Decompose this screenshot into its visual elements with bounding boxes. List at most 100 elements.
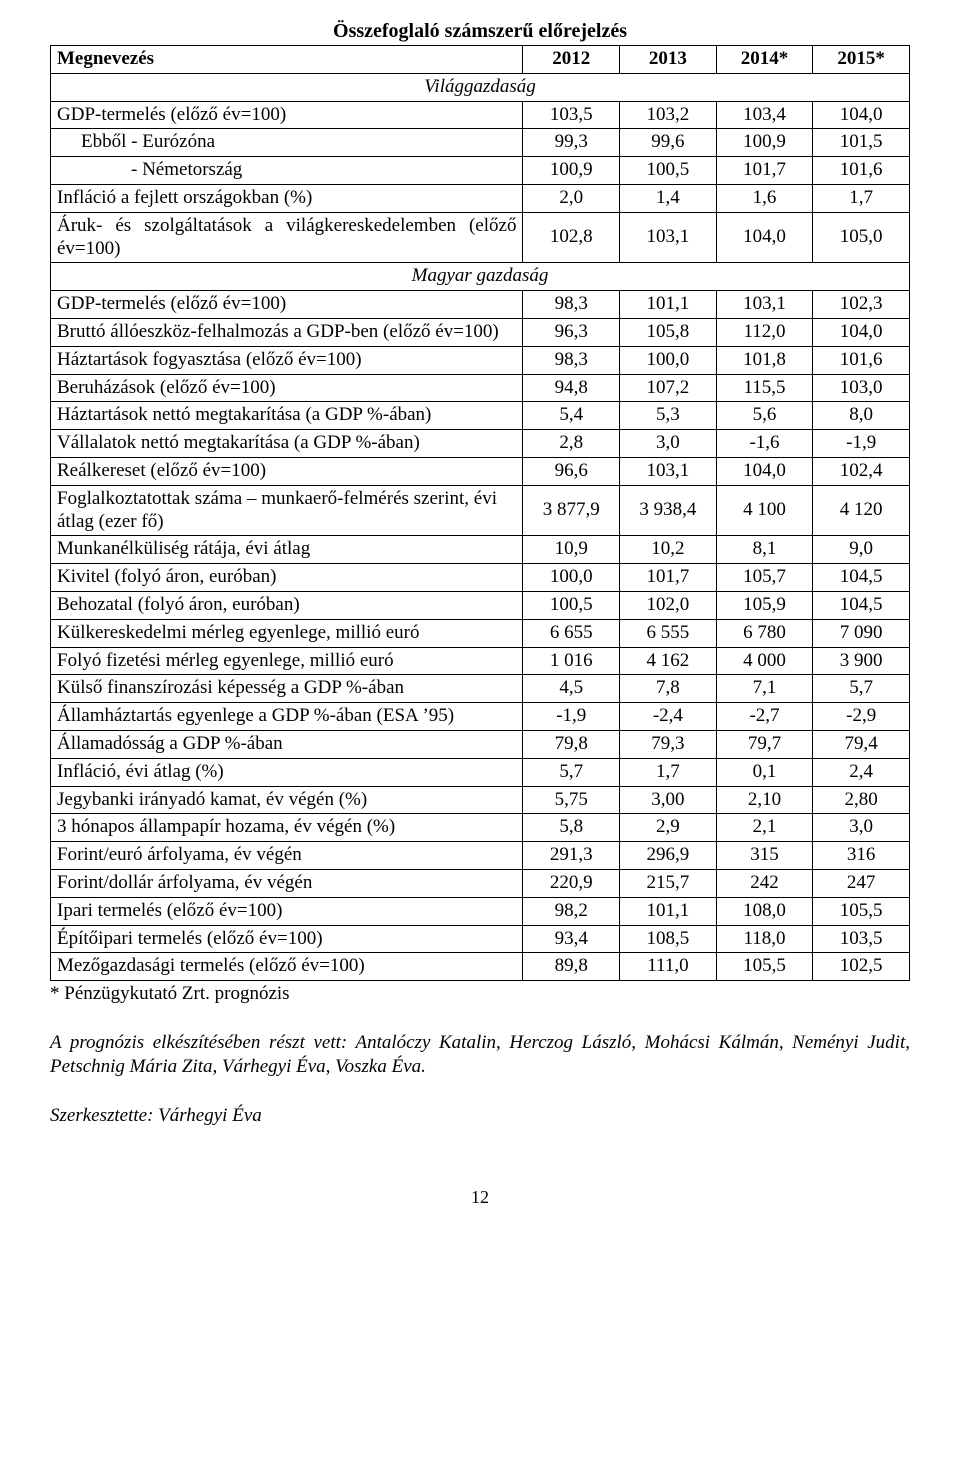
row-value: 93,4 <box>523 925 620 953</box>
table-row: Vállalatok nettó megtakarítása (a GDP %-… <box>51 430 910 458</box>
row-value: 1,7 <box>620 758 717 786</box>
table-row: Államadósság a GDP %-ában79,879,379,779,… <box>51 730 910 758</box>
row-value: -2,7 <box>716 703 813 731</box>
row-label: Behozatal (folyó áron, euróban) <box>51 591 523 619</box>
row-value: 10,9 <box>523 536 620 564</box>
section-label: Világgazdaság <box>51 73 910 101</box>
table-row: Forint/euró árfolyama, év végén291,3296,… <box>51 842 910 870</box>
row-value: 1,4 <box>620 184 717 212</box>
section-row: Magyar gazdaság <box>51 263 910 291</box>
row-value: 5,6 <box>716 402 813 430</box>
row-value: 111,0 <box>620 953 717 981</box>
row-value: 1 016 <box>523 647 620 675</box>
row-value: 5,75 <box>523 786 620 814</box>
row-value: 101,7 <box>620 564 717 592</box>
row-value: -2,4 <box>620 703 717 731</box>
table-row: Építőipari termelés (előző év=100)93,410… <box>51 925 910 953</box>
row-value: 105,0 <box>813 212 910 263</box>
col-2014: 2014* <box>716 46 813 74</box>
row-value: 4 000 <box>716 647 813 675</box>
row-value: 101,8 <box>716 346 813 374</box>
row-value: 102,8 <box>523 212 620 263</box>
row-value: 108,5 <box>620 925 717 953</box>
table-row: Munkanélküliség rátája, évi átlag10,910,… <box>51 536 910 564</box>
col-2015: 2015* <box>813 46 910 74</box>
row-value: -2,9 <box>813 703 910 731</box>
row-value: 220,9 <box>523 869 620 897</box>
row-value: 2,1 <box>716 814 813 842</box>
row-value: 3 877,9 <box>523 485 620 536</box>
forecast-table: Megnevezés 2012 2013 2014* 2015* Világga… <box>50 45 910 981</box>
row-value: 107,2 <box>620 374 717 402</box>
table-row: Kivitel (folyó áron, euróban)100,0101,71… <box>51 564 910 592</box>
contributors-paragraph: A prognózis elkészítésében részt vett: A… <box>50 1031 910 1079</box>
row-value: 79,3 <box>620 730 717 758</box>
row-label: Áruk- és szolgáltatások a világkereskede… <box>51 212 523 263</box>
row-value: 94,8 <box>523 374 620 402</box>
row-label: Jegybanki irányadó kamat, év végén (%) <box>51 786 523 814</box>
row-value: 103,1 <box>620 212 717 263</box>
row-value: 7,8 <box>620 675 717 703</box>
row-value: 103,2 <box>620 101 717 129</box>
row-value: 6 555 <box>620 619 717 647</box>
row-value: 1,7 <box>813 184 910 212</box>
row-value: 9,0 <box>813 536 910 564</box>
table-row: Bruttó állóeszköz-felhalmozás a GDP-ben … <box>51 318 910 346</box>
row-value: 296,9 <box>620 842 717 870</box>
row-value: 79,4 <box>813 730 910 758</box>
col-2012: 2012 <box>523 46 620 74</box>
row-value: 104,0 <box>716 212 813 263</box>
row-value: 104,0 <box>716 457 813 485</box>
row-value: 100,9 <box>716 129 813 157</box>
row-value: 3,0 <box>620 430 717 458</box>
row-value: 104,5 <box>813 564 910 592</box>
row-label: GDP-termelés (előző év=100) <box>51 291 523 319</box>
row-value: 101,7 <box>716 157 813 185</box>
row-label: Külső finanszírozási képesség a GDP %-áb… <box>51 675 523 703</box>
row-value: 105,5 <box>716 953 813 981</box>
row-value: 2,80 <box>813 786 910 814</box>
row-value: 79,8 <box>523 730 620 758</box>
row-value: 103,4 <box>716 101 813 129</box>
row-value: 215,7 <box>620 869 717 897</box>
row-value: 100,5 <box>523 591 620 619</box>
table-row: Foglalkoztatottak száma – munkaerő-felmé… <box>51 485 910 536</box>
row-label: 3 hónapos állampapír hozama, év végén (%… <box>51 814 523 842</box>
table-row: - Németország100,9100,5101,7101,6 <box>51 157 910 185</box>
row-value: 102,4 <box>813 457 910 485</box>
table-row: Jegybanki irányadó kamat, év végén (%)5,… <box>51 786 910 814</box>
row-value: 0,1 <box>716 758 813 786</box>
table-row: Folyó fizetési mérleg egyenlege, millió … <box>51 647 910 675</box>
table-row: Áruk- és szolgáltatások a világkereskede… <box>51 212 910 263</box>
section-label: Magyar gazdaság <box>51 263 910 291</box>
table-row: Reálkereset (előző év=100)96,6103,1104,0… <box>51 457 910 485</box>
row-label: Foglalkoztatottak száma – munkaerő-felmé… <box>51 485 523 536</box>
row-value: 104,0 <box>813 101 910 129</box>
row-value: 104,0 <box>813 318 910 346</box>
table-row: GDP-termelés (előző év=100)98,3101,1103,… <box>51 291 910 319</box>
row-value: 2,4 <box>813 758 910 786</box>
row-value: 2,8 <box>523 430 620 458</box>
row-label: Reálkereset (előző év=100) <box>51 457 523 485</box>
row-label: Forint/euró árfolyama, év végén <box>51 842 523 870</box>
row-value: 247 <box>813 869 910 897</box>
table-footnote: * Pénzügykutató Zrt. prognózis <box>50 983 910 1005</box>
row-label: Beruházások (előző év=100) <box>51 374 523 402</box>
table-row: Behozatal (folyó áron, euróban)100,5102,… <box>51 591 910 619</box>
row-value: 101,6 <box>813 346 910 374</box>
table-row: Forint/dollár árfolyama, év végén220,921… <box>51 869 910 897</box>
page-title: Összefoglaló számszerű előrejelzés <box>50 20 910 43</box>
row-value: 112,0 <box>716 318 813 346</box>
table-row: GDP-termelés (előző év=100)103,5103,2103… <box>51 101 910 129</box>
table-row: Háztartások fogyasztása (előző év=100)98… <box>51 346 910 374</box>
table-row: Háztartások nettó megtakarítása (a GDP %… <box>51 402 910 430</box>
row-value: -1,6 <box>716 430 813 458</box>
row-value: 316 <box>813 842 910 870</box>
table-row: Ebből - Eurózóna99,399,6100,9101,5 <box>51 129 910 157</box>
table-row: 3 hónapos állampapír hozama, év végén (%… <box>51 814 910 842</box>
row-label: Államadósság a GDP %-ában <box>51 730 523 758</box>
row-label: Mezőgazdasági termelés (előző év=100) <box>51 953 523 981</box>
row-value: 315 <box>716 842 813 870</box>
row-value: 118,0 <box>716 925 813 953</box>
row-value: 4 120 <box>813 485 910 536</box>
